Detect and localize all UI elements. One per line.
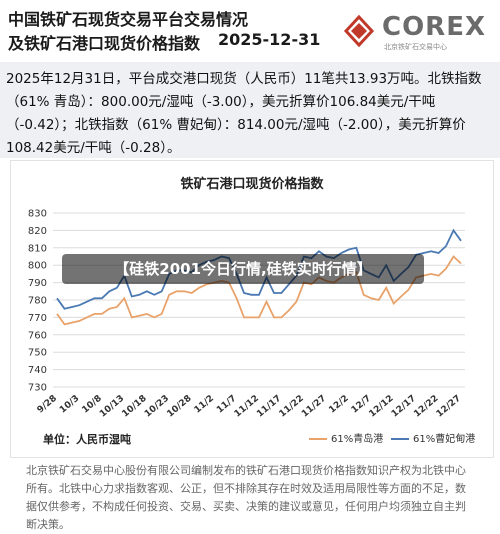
x-tick-label: 11/12 [233,394,261,420]
y-tick-label: 740 [28,365,47,376]
corex-logo-icon [343,14,375,48]
legend-swatch-caofeidian [391,438,409,440]
summary-text: 2025年12月31日，平台成交港口现货（人民币）11笔共13.93万吨。北铁指… [6,71,482,156]
chart-card: 铁矿石港口现货价格指数 730 740 750 760 770 780 790 800 810 8… [10,160,494,458]
x-tick-label: 12/27 [435,394,463,420]
logo-name: COREX [382,12,487,42]
y-tick-label: 760 [28,330,47,341]
logo-subtitle: 北京铁矿石交易中心 [384,43,447,51]
x-tick-label: 10/28 [165,394,193,420]
y-tick-label: 820 [28,226,47,237]
x-tick-label: 10/13 [98,394,126,420]
x-tick-label: 11/22 [278,394,306,420]
report-date: 2025-12-31 [218,30,321,49]
y-tick-label: 800 [28,261,47,272]
y-tick-label: 770 [28,313,47,324]
unit-label: 单位：人民币湿吨 [43,433,131,446]
corex-logo: COREX 北京铁矿石交易中心 [340,12,490,56]
y-tick-label: 810 [28,243,47,254]
x-tick-label: 10/18 [121,394,149,420]
x-tick-label: 12/17 [390,394,418,420]
x-tick-label: 10/3 [58,394,81,416]
y-tick-label: 750 [28,348,47,359]
y-tick-label: 790 [28,278,47,289]
legend-label-caofeidian: 61%曹妃甸港 [413,434,476,445]
y-tick-label: 830 [28,209,47,220]
headline-overlay[interactable]: 【硅铁2001今日行情,硅铁实时行情】 [62,254,424,284]
series-line-qingdao [56,255,462,326]
x-tick-label: 11/2 [193,394,216,416]
chart-title: 铁矿石港口现货价格指数 [180,177,324,192]
x-tick-label: 11/27 [300,394,328,420]
page-title: 中国铁矿石现货交易平台交易情况 [8,10,249,29]
legend-item-caofeidian: 61%曹妃甸港 [391,430,475,445]
x-tick-label: 12/22 [412,394,440,420]
x-tick-label: 12/12 [367,394,395,420]
x-tick-label: 12/2 [327,394,350,416]
x-tick-label: 11/17 [255,394,283,420]
y-tick-label: 730 [28,383,47,394]
y-tick-label: 780 [28,296,47,307]
legend-item-qingdao: 61%青岛港 [309,430,383,445]
header: 中国铁矿石现货交易平台交易情况 及铁矿石港口现货价格指数 2025-12-31 … [0,0,500,62]
x-tick-label: 9/28 [36,394,59,416]
disclaimer-footer: 北京铁矿石交易中心股份有限公司编制发布的铁矿石港口现货价格指数知识产权为北铁中心… [0,458,500,534]
legend-swatch-qingdao [309,438,327,440]
x-tick-label: 10/23 [143,394,171,420]
legend-label-qingdao: 61%青岛港 [331,434,384,445]
disclaimer-text: 北京铁矿石交易中心股份有限公司编制发布的铁矿石港口现货价格指数知识产权为北铁中心… [26,464,466,531]
summary-panel: 2025年12月31日，平台成交港口现货（人民币）11笔共13.93万吨。北铁指… [0,62,500,158]
page-subtitle: 及铁矿石港口现货价格指数 [8,34,201,53]
